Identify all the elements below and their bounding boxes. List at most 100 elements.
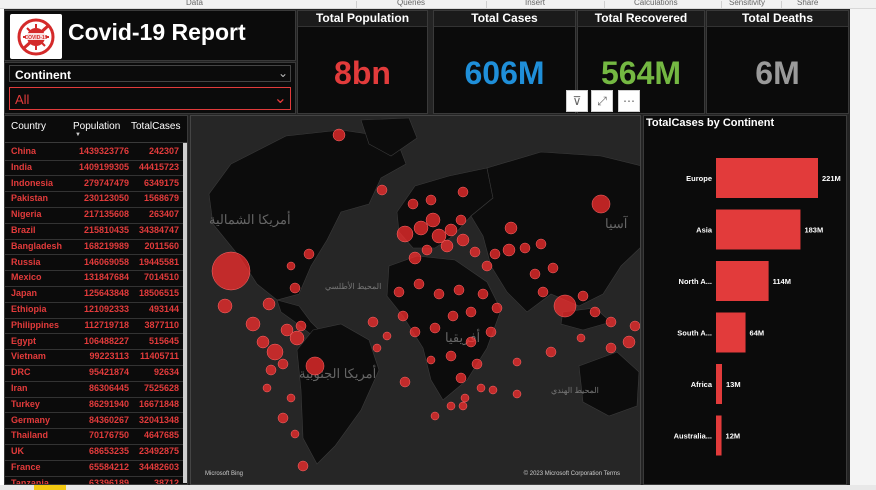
column-header-population[interactable]: Population: [73, 121, 121, 132]
cell-totalcases: 19445581: [138, 256, 179, 267]
bar-4[interactable]: [716, 312, 746, 353]
category-label: Africa: [691, 380, 713, 389]
map-bubble: [622, 335, 636, 349]
map-bubble: [433, 288, 445, 300]
map-label-north-america: أمريكا الشمالية: [209, 212, 291, 227]
table-row[interactable]: Egypt 106488227 515645: [5, 334, 183, 350]
table-row[interactable]: Japan 125643848 18506515: [5, 286, 183, 302]
table-row[interactable]: Nigeria 217135608 263407: [5, 207, 183, 223]
bar-1[interactable]: [716, 158, 818, 198]
cell-population: 86291940: [88, 398, 129, 409]
map-bubble: [458, 401, 468, 411]
kpi-card-total-cases[interactable]: Total Cases 606M: [433, 10, 576, 114]
scrollbar-thumb[interactable]: [183, 143, 187, 483]
continent-dropdown[interactable]: All ⌄: [9, 87, 291, 110]
map-bubble: [409, 326, 421, 338]
map-bubble: [471, 358, 483, 370]
table-row[interactable]: China 1439323776 242307: [5, 144, 183, 160]
kpi-card-total-population[interactable]: Total Population 8bn: [297, 10, 428, 114]
table-row[interactable]: Mexico 131847684 7014510: [5, 270, 183, 286]
cell-population: 99223113: [89, 351, 129, 362]
cell-country: China: [11, 146, 37, 156]
slicer-header[interactable]: Continent ⌄: [9, 65, 291, 82]
cell-country: Turkey: [11, 398, 40, 409]
table-row[interactable]: Indonesia 279747479 6349175: [5, 176, 183, 192]
map-label-asia: آسيا: [605, 216, 628, 231]
more-options-icon[interactable]: ⋯: [618, 90, 640, 112]
map-bubble: [577, 290, 589, 302]
active-page-tab[interactable]: [34, 485, 66, 490]
column-header-country[interactable]: Country: [11, 121, 47, 132]
map-attribution-bing[interactable]: Microsoft Bing: [205, 471, 244, 477]
map-bubble: [262, 383, 272, 393]
map-bubble: [489, 248, 501, 260]
cell-totalcases: 263407: [148, 209, 179, 220]
table-row[interactable]: Bangladesh 168219989 2011560: [5, 239, 183, 255]
ribbon-tab-share[interactable]: Share: [797, 0, 819, 7]
map-bubble: [589, 306, 601, 318]
map-bubble: [303, 248, 315, 260]
filter-icon[interactable]: ⊽: [566, 90, 588, 112]
table-row[interactable]: France 65584212 34482603: [5, 460, 183, 476]
table-row[interactable]: India 1409199305 44415723: [5, 160, 183, 176]
map-bubble: [211, 251, 251, 291]
report-title-card: COVID-19 Covid-19 Report: [4, 10, 296, 61]
table-row[interactable]: Thailand 70176750 4647685: [5, 428, 183, 444]
ribbon-tab-insert[interactable]: Insert: [525, 0, 546, 7]
table-row[interactable]: Pakistan 230123050 1568679: [5, 191, 183, 207]
table-row[interactable]: Ethiopia 121092333 493144: [5, 302, 183, 318]
table-row[interactable]: Vietnam 99223113 11405711: [5, 349, 183, 365]
table-row[interactable]: Russia 146069058 19445581: [5, 255, 183, 271]
table-scrollbar[interactable]: [183, 143, 187, 483]
cell-totalcases: 242307: [148, 146, 179, 156]
cell-population: 112719718: [84, 319, 129, 330]
map-bubble: [545, 346, 557, 358]
focus-mode-icon[interactable]: ⤢: [591, 90, 613, 112]
bar-2[interactable]: [716, 209, 801, 250]
cell-population: 217135608: [83, 209, 129, 220]
cell-country: UK: [11, 446, 24, 457]
table-row[interactable]: Philippines 112719718 3877110: [5, 318, 183, 334]
bar-6[interactable]: [716, 415, 722, 456]
category-label: Australia...: [674, 432, 712, 441]
table-row[interactable]: UK 68653235 23492875: [5, 444, 183, 460]
chevron-down-icon[interactable]: ⌄: [277, 66, 288, 80]
table-row[interactable]: Brazil 215810435 34384747: [5, 223, 183, 239]
svg-text:COVID-19: COVID-19: [24, 35, 47, 41]
cell-population: 230123050: [83, 193, 129, 204]
dropdown-arrow-icon[interactable]: ⌄: [273, 90, 287, 107]
ribbon-tab-sensitivity[interactable]: Sensitivity: [729, 0, 766, 7]
cell-totalcases: 34384747: [138, 225, 179, 235]
covid-bubble-map[interactable]: أمريكا الشمالية أمريكا الجنوبية أفريقيا …: [190, 115, 641, 485]
kpi-value: 564M: [600, 55, 682, 91]
map-bubble: [504, 221, 518, 235]
map-bubble: [265, 364, 277, 376]
cell-country: Russia: [11, 256, 41, 267]
cases-by-continent-chart[interactable]: TotalCases by Continent Europe 221M Asia 18…: [643, 115, 847, 485]
ribbon-tab-queries[interactable]: Queries: [397, 0, 426, 7]
table-row[interactable]: Iran 86306445 7525628: [5, 381, 183, 397]
ribbon-tab-data[interactable]: Data: [186, 0, 203, 7]
table-row[interactable]: Germany 84360267 32041348: [5, 413, 183, 429]
table-row[interactable]: Turkey 86291940 16671848: [5, 397, 183, 413]
kpi-card-total-recovered[interactable]: Total Recovered 564M: [577, 10, 705, 114]
table-row[interactable]: DRC 95421874 92634: [5, 365, 183, 381]
bar-5[interactable]: [716, 364, 722, 404]
map-bubble: [591, 194, 611, 214]
cell-country: Philippines: [11, 319, 60, 330]
cell-country: Japan: [11, 288, 38, 299]
slicer-title: Continent: [15, 68, 71, 82]
table-row[interactable]: Tanzania 63396189 38712: [5, 476, 183, 484]
column-header-totalcases[interactable]: TotalCases: [131, 121, 181, 132]
cell-country: Bangladesh: [11, 240, 63, 251]
map-bubble: [290, 429, 300, 439]
cell-country: Brazil: [11, 225, 36, 235]
kpi-card-total-deaths[interactable]: Total Deaths 6M: [706, 10, 849, 114]
map-bubble: [465, 336, 477, 348]
map-bubble: [425, 212, 441, 228]
map-attribution-copyright[interactable]: © 2023 Microsoft Corporation Terms: [523, 471, 620, 477]
ribbon-tab-calculations[interactable]: Calculations: [634, 0, 678, 7]
map-bubble: [457, 186, 469, 198]
bar-3[interactable]: [716, 261, 769, 301]
